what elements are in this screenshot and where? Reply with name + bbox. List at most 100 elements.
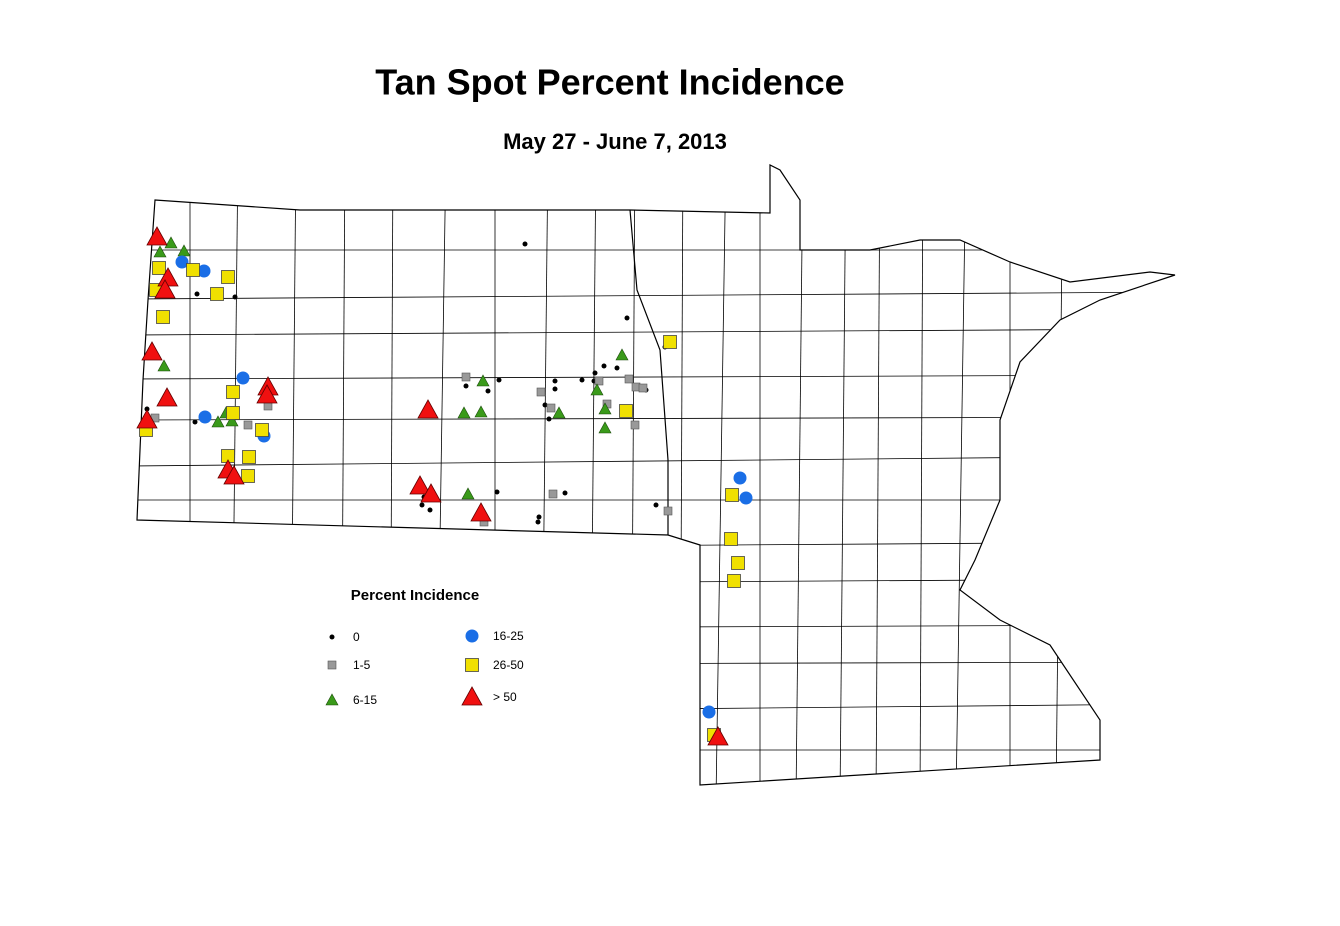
marker xyxy=(663,506,673,516)
marker xyxy=(175,255,189,269)
county-line xyxy=(919,165,924,785)
county-line xyxy=(875,165,881,785)
marker xyxy=(256,384,278,404)
marker xyxy=(724,532,738,546)
legend-label: 16-25 xyxy=(493,629,524,643)
marker xyxy=(457,406,471,419)
marker xyxy=(535,519,541,525)
county-line xyxy=(1055,165,1064,785)
county-line xyxy=(289,165,297,785)
marker xyxy=(579,377,585,383)
marker xyxy=(592,370,598,376)
marker xyxy=(156,387,178,407)
marker xyxy=(154,279,176,299)
marker xyxy=(255,423,269,437)
marker xyxy=(630,420,640,430)
marker xyxy=(463,383,469,389)
marker xyxy=(226,385,240,399)
marker xyxy=(223,465,245,485)
marker xyxy=(197,264,211,278)
marker xyxy=(419,502,425,508)
legend-label: 0 xyxy=(353,630,360,644)
marker xyxy=(485,388,491,394)
county-line xyxy=(137,578,1175,586)
title: Tan Spot Percent Incidence xyxy=(375,62,844,103)
county-line xyxy=(679,165,684,785)
marker xyxy=(522,241,528,247)
county-line xyxy=(137,328,1175,336)
county-line xyxy=(389,165,394,785)
marker xyxy=(733,471,747,485)
legend-title: Percent Incidence xyxy=(351,587,479,604)
marker xyxy=(702,705,716,719)
marker xyxy=(417,399,439,419)
marker xyxy=(598,402,612,415)
marker xyxy=(614,365,620,371)
marker xyxy=(152,261,166,275)
county-line xyxy=(839,165,847,785)
county-line xyxy=(137,661,1175,666)
legend-symbol xyxy=(325,693,339,706)
marker xyxy=(409,475,431,495)
county-line xyxy=(715,165,727,785)
marker xyxy=(146,226,168,246)
marker xyxy=(242,450,256,464)
marker xyxy=(427,507,433,513)
marker xyxy=(725,488,739,502)
marker xyxy=(663,335,677,349)
marker xyxy=(164,236,178,249)
marker xyxy=(624,315,630,321)
marker xyxy=(243,420,253,430)
marker xyxy=(192,419,198,425)
state-border xyxy=(629,209,669,535)
marker xyxy=(236,371,250,385)
legend-symbol xyxy=(329,634,335,640)
marker xyxy=(461,372,471,382)
marker xyxy=(241,469,255,483)
marker xyxy=(461,487,475,500)
marker xyxy=(546,416,552,422)
markers xyxy=(136,226,753,746)
legend-symbol xyxy=(461,686,483,706)
county-line xyxy=(435,165,447,785)
marker xyxy=(552,406,566,419)
marker xyxy=(731,556,745,570)
marker xyxy=(141,341,163,361)
marker xyxy=(136,409,158,429)
marker xyxy=(210,287,224,301)
marker xyxy=(590,383,604,396)
county-line xyxy=(137,541,1175,550)
marker xyxy=(546,403,556,413)
marker xyxy=(653,502,659,508)
marker xyxy=(186,263,200,277)
marker xyxy=(198,410,212,424)
marker xyxy=(474,405,488,418)
county-line xyxy=(955,165,967,785)
marker xyxy=(739,491,753,505)
marker xyxy=(552,378,558,384)
marker xyxy=(157,359,171,372)
marker xyxy=(619,404,633,418)
marker xyxy=(494,489,500,495)
marker xyxy=(156,310,170,324)
legend-label: 26-50 xyxy=(493,658,524,672)
legend-label: 1-5 xyxy=(353,658,371,672)
marker xyxy=(211,415,225,428)
marker xyxy=(542,402,548,408)
marker xyxy=(226,406,240,420)
legend-label: 6-15 xyxy=(353,693,377,707)
county-line xyxy=(540,165,549,785)
marker xyxy=(624,374,634,384)
county-line xyxy=(137,703,1175,715)
county-lines xyxy=(137,165,1175,785)
legend: 0 1-5 6-15 16-25 26-50 > 50 xyxy=(325,629,524,707)
marker xyxy=(221,270,235,284)
county-line xyxy=(137,291,1175,300)
marker xyxy=(177,244,191,257)
county-line xyxy=(137,455,1175,467)
legend-symbol xyxy=(465,629,479,643)
marker xyxy=(536,387,546,397)
marker xyxy=(594,376,604,386)
legend-symbol xyxy=(327,660,337,670)
subtitle: May 27 - June 7, 2013 xyxy=(503,129,727,154)
